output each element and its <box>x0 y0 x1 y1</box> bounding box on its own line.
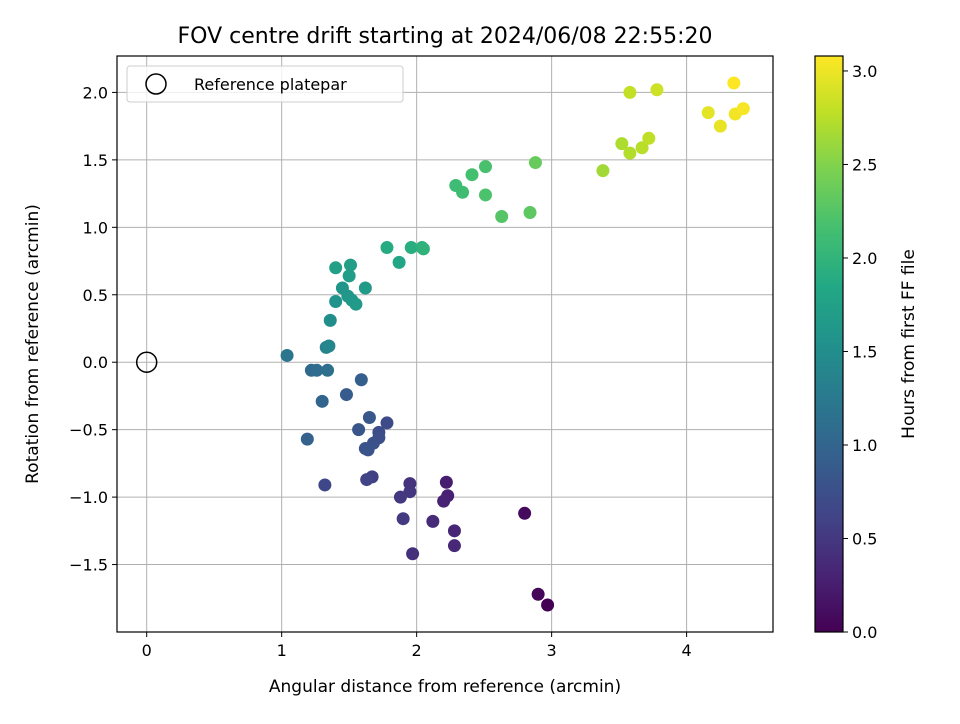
data-point <box>736 102 750 116</box>
legend-box <box>126 65 404 103</box>
data-point <box>280 348 294 362</box>
y-tick-label: −1.0 <box>69 488 108 507</box>
colorbar-tick-label: 1.5 <box>852 342 877 361</box>
data-point <box>635 141 649 155</box>
data-point <box>352 423 366 437</box>
data-point <box>396 512 410 526</box>
data-point <box>596 164 610 178</box>
y-tick-label: −0.5 <box>69 421 108 440</box>
data-point <box>447 524 461 538</box>
data-point <box>727 76 741 90</box>
x-ticks: 0 1 2 3 4 <box>142 632 692 660</box>
colorbar-tick-label: 2.5 <box>852 155 877 174</box>
colorbar-tick-label: 0.0 <box>852 623 877 642</box>
grid-lines <box>117 56 773 632</box>
data-point <box>404 241 418 255</box>
data-point <box>380 416 394 430</box>
data-point <box>623 146 637 160</box>
data-point <box>393 490 407 504</box>
legend: Reference platepar <box>126 65 404 103</box>
data-point <box>478 160 492 174</box>
colorbar-ticks: 0.0 0.5 1.0 1.5 2.0 2.5 3.0 <box>843 62 877 642</box>
data-point <box>329 295 343 309</box>
data-point <box>615 137 629 151</box>
x-tick-label: 2 <box>412 641 422 660</box>
data-point <box>531 587 545 601</box>
data-point <box>360 473 374 487</box>
data-point <box>447 539 461 553</box>
data-point <box>403 485 417 499</box>
y-tick-label: 0.0 <box>83 353 108 372</box>
colorbar: 0.0 0.5 1.0 1.5 2.0 2.5 3.0 Hours from first F… <box>814 55 919 642</box>
x-axis-label: Angular distance from reference (arcmin) <box>269 677 621 697</box>
data-point <box>623 85 637 99</box>
data-point <box>339 388 353 402</box>
data-point <box>456 185 470 199</box>
data-point <box>323 313 337 327</box>
data-point <box>342 269 356 283</box>
reference-marker-group <box>135 351 158 373</box>
y-tick-label: −1.5 <box>69 556 108 575</box>
data-point <box>392 255 406 269</box>
data-point <box>528 156 542 170</box>
data-point <box>380 241 394 255</box>
data-point <box>361 443 375 457</box>
y-tick-label: 0.5 <box>83 286 108 305</box>
colorbar-gradient <box>814 55 844 633</box>
data-point <box>518 506 532 520</box>
data-point <box>642 131 656 145</box>
y-tick-label: 1.5 <box>83 151 108 170</box>
data-points <box>280 76 750 612</box>
data-point <box>478 188 492 202</box>
data-point <box>321 363 335 377</box>
x-tick-label: 0 <box>142 641 152 660</box>
y-tick-label: 2.0 <box>83 83 108 102</box>
data-point <box>437 494 451 508</box>
data-point <box>358 281 372 295</box>
x-tick-label: 4 <box>682 641 692 660</box>
legend-entry-reference: Reference platepar <box>194 75 347 94</box>
plot-frame <box>116 55 774 633</box>
data-point <box>650 83 664 97</box>
data-point <box>495 210 509 224</box>
data-point <box>416 242 430 256</box>
data-point <box>344 258 358 272</box>
data-point <box>406 547 420 561</box>
data-point <box>349 297 363 311</box>
data-point <box>701 106 715 120</box>
chart-title: FOV centre drift starting at 2024/06/08 … <box>178 24 713 49</box>
colorbar-label: Hours from first FF file <box>899 249 919 439</box>
data-point <box>318 478 332 492</box>
data-point <box>362 411 376 425</box>
data-point <box>300 432 314 446</box>
legend-reference-marker <box>145 73 167 95</box>
y-axis-label: Rotation from reference (arcmin) <box>23 204 43 484</box>
reference-platepar-marker <box>135 351 158 373</box>
data-point <box>465 168 479 182</box>
x-tick-label: 1 <box>277 641 287 660</box>
colorbar-tick-label: 3.0 <box>852 62 877 81</box>
colorbar-tick-label: 2.0 <box>852 249 877 268</box>
data-point <box>439 475 453 489</box>
data-point <box>523 205 537 219</box>
data-point <box>322 339 336 353</box>
y-tick-label: 1.0 <box>83 218 108 237</box>
data-point <box>426 514 440 528</box>
colorbar-tick-label: 1.0 <box>852 436 877 455</box>
x-tick-label: 3 <box>547 641 557 660</box>
data-point <box>329 261 343 275</box>
data-point <box>541 598 555 612</box>
y-ticks: 2.0 1.5 1.0 0.5 0.0 −0.5 −1.0 −1.5 <box>69 83 117 575</box>
data-point <box>713 119 727 133</box>
data-point <box>354 373 368 387</box>
data-point <box>310 363 324 377</box>
data-point <box>315 394 329 408</box>
colorbar-tick-label: 0.5 <box>852 529 877 548</box>
